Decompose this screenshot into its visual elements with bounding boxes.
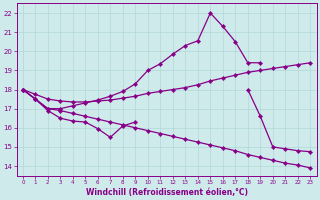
X-axis label: Windchill (Refroidissement éolien,°C): Windchill (Refroidissement éolien,°C) xyxy=(85,188,248,197)
